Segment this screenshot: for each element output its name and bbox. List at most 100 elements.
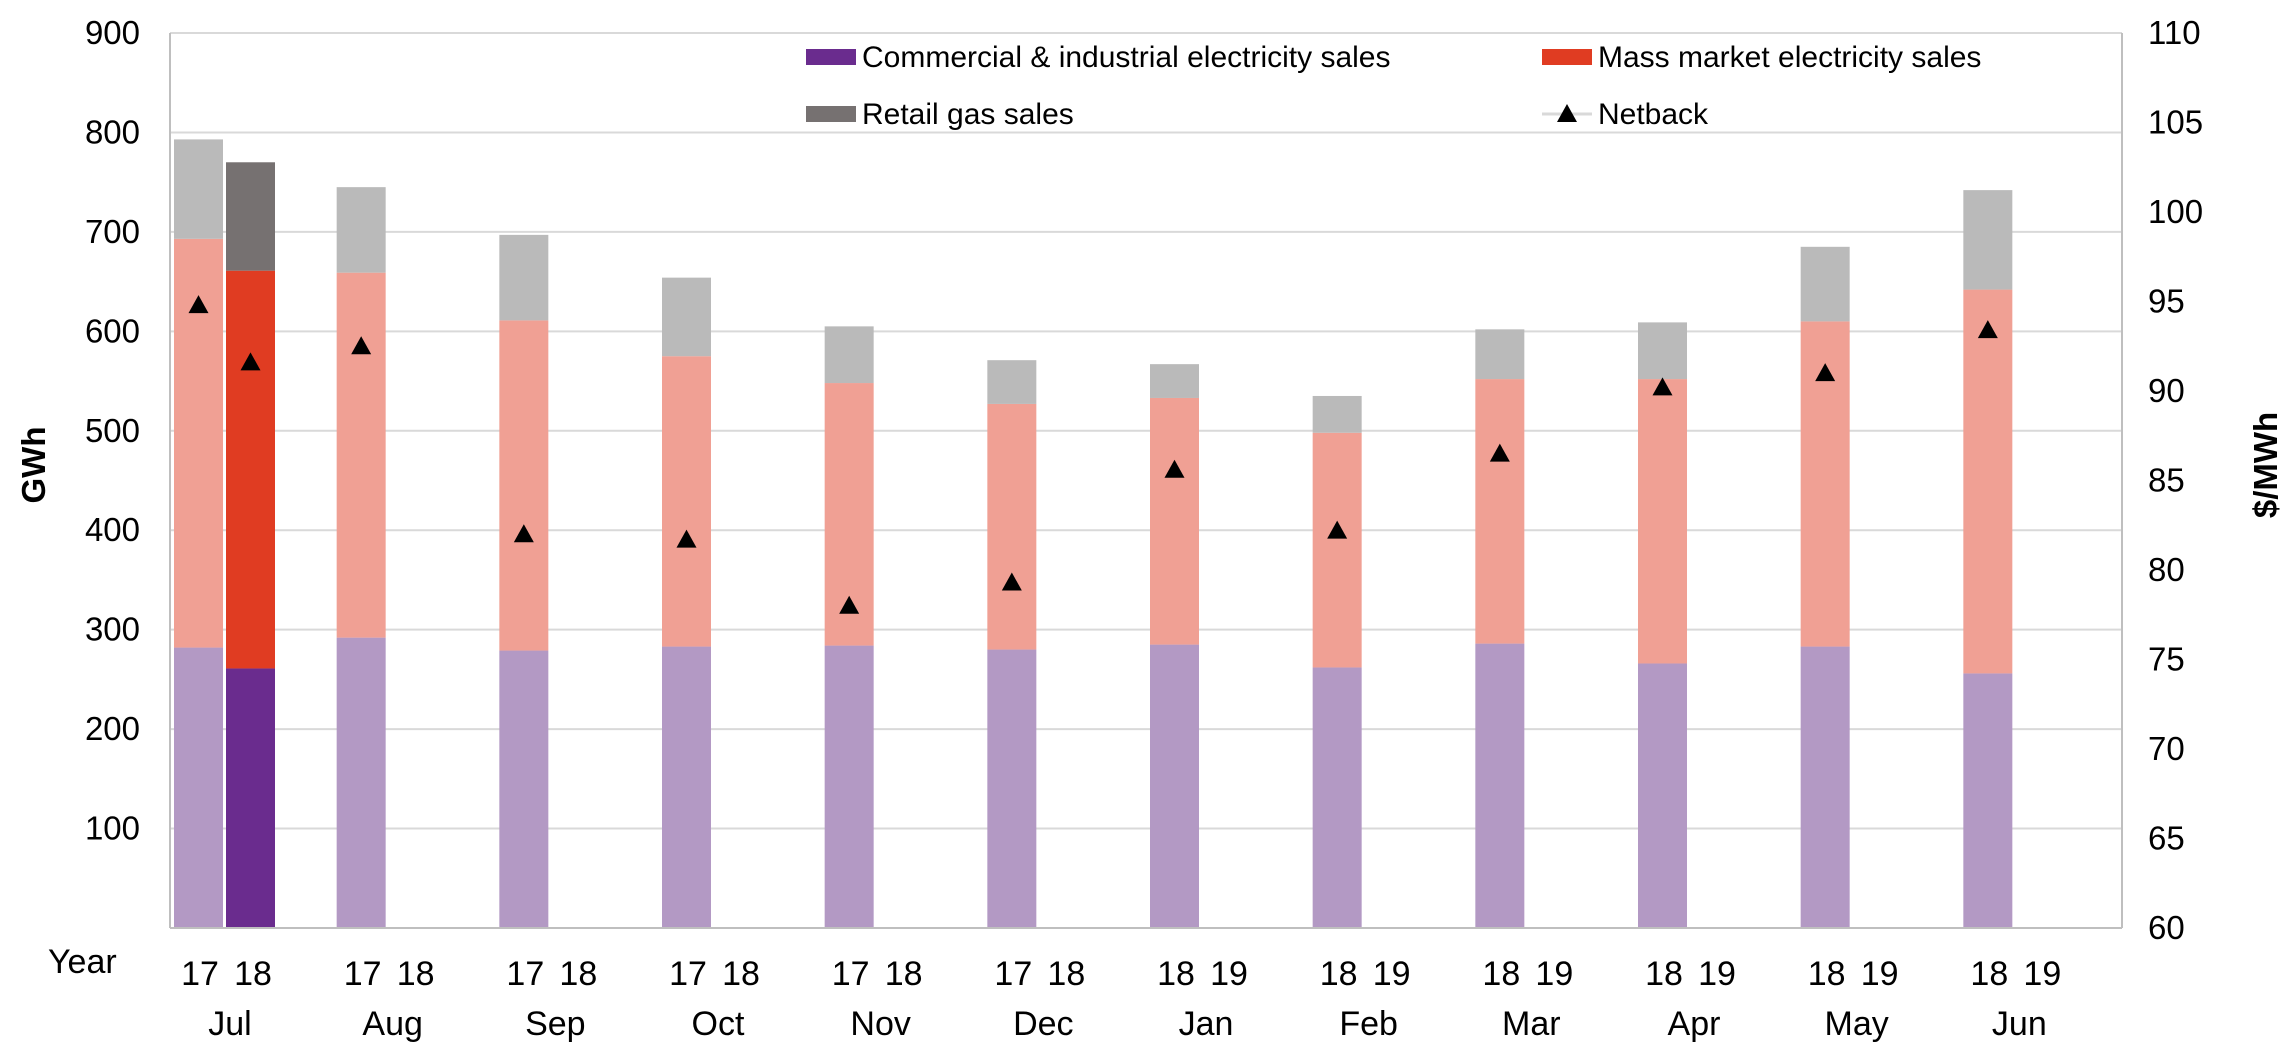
year-tick-label: 18 — [1482, 955, 1520, 993]
month-tick-label: Sep — [525, 1005, 586, 1043]
bar-retail-gas-sales — [1312, 395, 1362, 433]
y-tick-label: 700 — [85, 213, 140, 250]
marker-netback — [839, 595, 860, 614]
year-tick-label: 17 — [994, 955, 1032, 993]
marker-netback — [1652, 377, 1673, 396]
marker-netback — [1327, 520, 1348, 539]
year-tick-label: 18 — [1157, 955, 1195, 993]
y2-tick-label: 80 — [2148, 551, 2185, 588]
legend-label-commercial-and-industrial-electricity-sales: Commercial & industrial electricity sale… — [862, 41, 1391, 74]
legend-swatch-retail-gas-sales — [806, 106, 856, 122]
year-tick-label: 19 — [1698, 955, 1736, 993]
y2-tick-label: 70 — [2148, 730, 2185, 767]
bar-retail-gas-sales — [499, 234, 549, 321]
bar-retail-gas-sales — [1963, 190, 2013, 290]
marker-netback — [1001, 572, 1022, 591]
bar-mass-market-electricity-sales — [226, 270, 275, 669]
bar-commercial-and-industrial-electricity-sales — [1800, 646, 1850, 928]
bar-commercial-and-industrial-electricity-sales — [1963, 673, 2013, 928]
year-tick-label: 19 — [1373, 955, 1411, 993]
year-tick-label: 19 — [2023, 955, 2061, 993]
marker-netback — [1489, 443, 1510, 462]
marker-netback — [240, 352, 261, 371]
legend-swatch-commercial-and-industrial-electricity-sales — [806, 49, 856, 65]
month-tick-label: May — [1825, 1005, 1889, 1043]
y-tick-label: 300 — [85, 611, 140, 648]
bar-commercial-and-industrial-electricity-sales — [1638, 663, 1687, 928]
bar-commercial-and-industrial-electricity-sales — [1312, 667, 1362, 928]
year-tick-label: 19 — [1861, 955, 1899, 993]
bar-commercial-and-industrial-electricity-sales — [174, 647, 223, 928]
y2-tick-label: 105 — [2148, 104, 2203, 141]
bar-mass-market-electricity-sales — [1312, 432, 1362, 668]
bar-commercial-and-industrial-electricity-sales — [499, 650, 549, 928]
bar-retail-gas-sales — [662, 277, 711, 357]
month-tick-label: Jun — [1992, 1005, 2047, 1043]
y-tick-label: 200 — [85, 710, 140, 747]
marker-netback — [1815, 363, 1836, 382]
month-tick-label: Nov — [850, 1005, 910, 1043]
bar-mass-market-electricity-sales — [499, 320, 549, 651]
gridlines — [170, 32, 2122, 830]
month-tick-label: Feb — [1339, 1005, 1398, 1043]
legend-label-mass-market-electricity-sales: Mass market electricity sales — [1598, 41, 1981, 74]
bar-retail-gas-sales — [1150, 364, 1199, 398]
year-tick-label: 18 — [1320, 955, 1358, 993]
year-tick-label: 18 — [1808, 955, 1846, 993]
bar-retail-gas-sales — [824, 326, 874, 384]
y-tick-label: 900 — [85, 14, 140, 51]
year-tick-label: 19 — [1535, 955, 1573, 993]
year-tick-label: 18 — [234, 955, 272, 993]
bar-mass-market-electricity-sales — [1475, 379, 1525, 644]
bar-mass-market-electricity-sales — [662, 356, 711, 647]
bar-retail-gas-sales — [1475, 329, 1525, 380]
bar-retail-gas-sales — [987, 360, 1037, 404]
marker-netback — [351, 336, 372, 355]
bar-retail-gas-sales — [174, 139, 223, 239]
right-axis-tick-labels: 60 65 70 75 80 85 90 95 100 105 110 — [2148, 14, 2203, 946]
month-tick-label: Dec — [1013, 1005, 1073, 1043]
bar-mass-market-electricity-sales — [987, 403, 1037, 650]
year-tick-label: 19 — [1210, 955, 1248, 993]
bar-mass-market-electricity-sales — [336, 272, 386, 638]
y2-tick-label: 65 — [2148, 820, 2185, 857]
bar-commercial-and-industrial-electricity-sales — [824, 645, 874, 928]
legend-swatch-mass-market-electricity-sales — [1542, 49, 1592, 65]
month-tick-label: Jul — [208, 1005, 251, 1043]
bar-commercial-and-industrial-electricity-sales — [1475, 643, 1525, 928]
axes — [169, 33, 2123, 929]
year-tick-label: 17 — [832, 955, 870, 993]
y2-tick-label: 60 — [2148, 909, 2185, 946]
year-tick-label: 17 — [506, 955, 544, 993]
month-tick-label: Apr — [1668, 1005, 1721, 1043]
month-tick-label: Jan — [1179, 1005, 1234, 1043]
netback-markers — [188, 295, 1998, 614]
y-tick-label: 400 — [85, 511, 140, 548]
y2-tick-label: 85 — [2148, 462, 2185, 499]
y-tick-label: 800 — [85, 113, 140, 150]
legend-marker-netback — [1557, 104, 1577, 122]
year-tick-label: 18 — [722, 955, 760, 993]
bar-retail-gas-sales — [336, 187, 386, 273]
left-axis-tick-labels: 100 200 300 400 500 600 700 800 900 — [85, 14, 140, 847]
bar-mass-market-electricity-sales — [1638, 379, 1687, 664]
legend-label-retail-gas-sales: Retail gas sales — [862, 98, 1074, 131]
y-tick-label: 500 — [85, 412, 140, 449]
bar-mass-market-electricity-sales — [1150, 397, 1199, 645]
bar-commercial-and-industrial-electricity-sales — [987, 649, 1037, 928]
month-tick-label: Oct — [692, 1005, 745, 1043]
year-tick-label: 17 — [344, 955, 382, 993]
y2-tick-label: 75 — [2148, 641, 2185, 678]
month-tick-labels: Jul Aug Sep Oct Nov Dec Jan Feb Mar Apr May Jun — [208, 1005, 2046, 1043]
bar-series — [174, 139, 2013, 928]
year-tick-label: 18 — [885, 955, 923, 993]
y2-tick-label: 90 — [2148, 372, 2185, 409]
y-tick-label: 100 — [85, 810, 140, 847]
year-axis-label: Year — [48, 943, 117, 981]
legend: Commercial & industrial electricity sale… — [806, 41, 1981, 131]
marker-netback — [1977, 320, 1998, 339]
left-axis-title: GWh — [15, 427, 52, 504]
bar-retail-gas-sales — [1800, 246, 1850, 322]
year-tick-label: 18 — [559, 955, 597, 993]
